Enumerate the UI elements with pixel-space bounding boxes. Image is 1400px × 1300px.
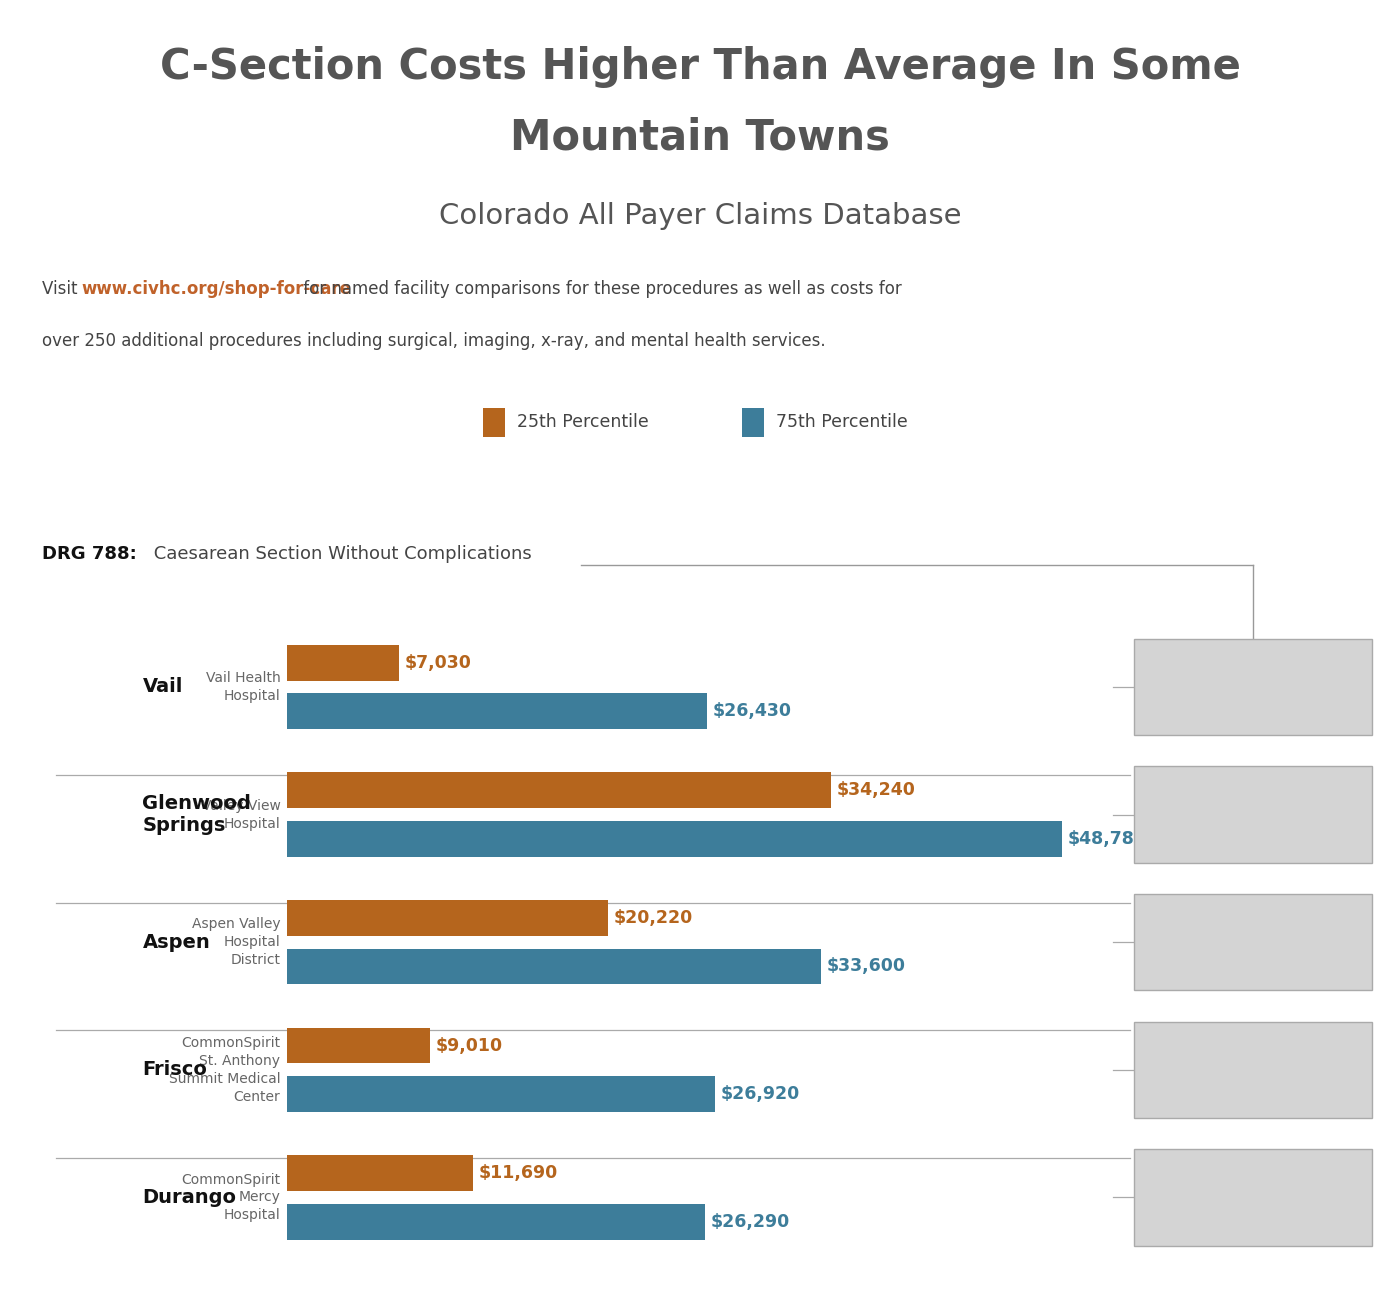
Text: over 250 additional procedures including surgical, imaging, x-ray, and mental he: over 250 additional procedures including… xyxy=(42,332,826,350)
Text: CommonSpirit
St. Anthony
Summit Medical
Center: CommonSpirit St. Anthony Summit Medical … xyxy=(169,1036,280,1104)
Text: Vail Health
Hospital: Vail Health Hospital xyxy=(206,671,280,703)
Text: Visit: Visit xyxy=(42,280,83,298)
Bar xyxy=(287,1028,430,1063)
Text: C-Section Costs Higher Than Average In Some: C-Section Costs Higher Than Average In S… xyxy=(160,46,1240,87)
Text: 75th Percentile: 75th Percentile xyxy=(776,413,907,432)
Text: $26,920: $26,920 xyxy=(721,1086,799,1104)
Bar xyxy=(287,822,1061,857)
Text: $34,240: $34,240 xyxy=(837,781,916,800)
Text: $38,760: $38,760 xyxy=(1217,828,1289,844)
Text: Median
Cost: Median Cost xyxy=(1231,1170,1275,1199)
Text: $33,600: $33,600 xyxy=(826,957,906,975)
Text: $19,430: $19,430 xyxy=(1217,1083,1289,1098)
Bar xyxy=(287,1204,704,1239)
Text: $20,220: $20,220 xyxy=(615,909,693,927)
Text: Median
Cost: Median Cost xyxy=(1231,1043,1275,1070)
Bar xyxy=(287,693,707,729)
Text: Valley View
Hospital: Valley View Hospital xyxy=(202,798,280,831)
Text: $29,310: $29,310 xyxy=(1217,956,1289,971)
Text: $11,690: $11,690 xyxy=(479,1165,557,1182)
Text: Frisco: Frisco xyxy=(143,1061,207,1079)
Text: Vail: Vail xyxy=(143,677,183,697)
Text: Durango: Durango xyxy=(143,1188,237,1206)
Bar xyxy=(287,1076,714,1112)
Text: Aspen Valley
Hospital
District: Aspen Valley Hospital District xyxy=(192,918,280,967)
Text: Colorado All Payer Claims Database: Colorado All Payer Claims Database xyxy=(438,202,962,230)
Text: Aspen: Aspen xyxy=(143,932,210,952)
Text: $48,780: $48,780 xyxy=(1068,829,1147,848)
Text: for named facility comparisons for these procedures as well as costs for: for named facility comparisons for these… xyxy=(298,280,902,298)
Text: DRG 788:: DRG 788: xyxy=(42,545,137,563)
Text: Mountain Towns: Mountain Towns xyxy=(510,117,890,159)
Text: Glenwood
Springs: Glenwood Springs xyxy=(143,794,252,836)
Text: Median
Cost: Median Cost xyxy=(1231,659,1275,688)
Bar xyxy=(287,1156,473,1191)
Text: $7,030: $7,030 xyxy=(405,654,472,672)
Text: $9,010: $9,010 xyxy=(435,1036,503,1054)
Text: $26,430: $26,430 xyxy=(713,702,791,720)
Text: Caesarean Section Without Complications: Caesarean Section Without Complications xyxy=(148,545,532,563)
Text: 25th Percentile: 25th Percentile xyxy=(517,413,648,432)
Bar xyxy=(287,949,820,984)
Text: $21,420: $21,420 xyxy=(1217,1212,1289,1226)
Bar xyxy=(287,645,399,681)
Text: CommonSpirit
Mercy
Hospital: CommonSpirit Mercy Hospital xyxy=(181,1173,280,1222)
Text: Median
Cost: Median Cost xyxy=(1231,915,1275,942)
Bar xyxy=(287,900,608,936)
Text: $20,010: $20,010 xyxy=(1217,701,1289,715)
Text: www.civhc.org/shop-for-care: www.civhc.org/shop-for-care xyxy=(81,280,351,298)
Text: $26,290: $26,290 xyxy=(710,1213,790,1231)
Bar xyxy=(287,772,830,809)
Text: Median
Cost: Median Cost xyxy=(1231,786,1275,815)
